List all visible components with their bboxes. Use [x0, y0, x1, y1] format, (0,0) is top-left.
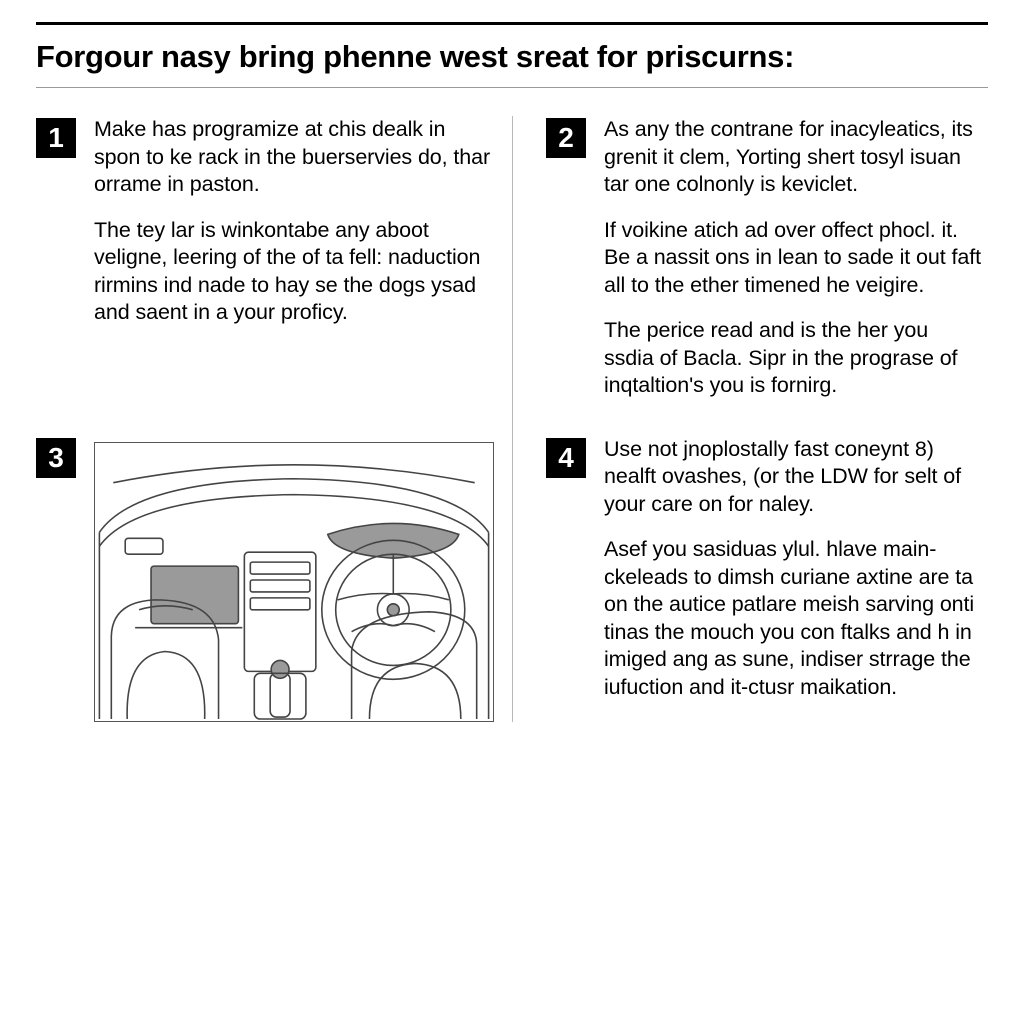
step-body: Make has programize at chis dealk in spo…: [94, 116, 494, 327]
step-3: 3: [36, 436, 520, 722]
step-paragraph: The tey lar is winkontabe any aboot veli…: [94, 217, 494, 327]
step-number-box: 4: [546, 438, 586, 478]
sub-rule: [36, 87, 988, 88]
step-number-box: 1: [36, 118, 76, 158]
column-divider: [512, 116, 513, 722]
step-number-box: 2: [546, 118, 586, 158]
step-2: 2 As any the contrane for inacyleatics, …: [520, 116, 988, 400]
step-paragraph: Asef you sasiduas ylul. hlave main-ckele…: [604, 536, 982, 701]
page-heading: Forgour nasy bring phenne west sreat for…: [36, 39, 988, 75]
step-paragraph: As any the contrane for inacyleatics, it…: [604, 116, 982, 199]
step-paragraph: If voikine atich ad over offect phocl. i…: [604, 217, 982, 300]
step-paragraph: Make has programize at chis dealk in spo…: [94, 116, 494, 199]
step-number-box: 3: [36, 438, 76, 478]
manual-page: Forgour nasy bring phenne west sreat for…: [0, 0, 1024, 722]
step-4: 4 Use not jnoplostally fast coneynt 8) n…: [520, 436, 988, 722]
step-1: 1 Make has programize at chis dealk in s…: [36, 116, 520, 400]
top-rule: [36, 22, 988, 25]
step-body: [94, 436, 494, 722]
step-paragraph: Use not jnoplostally fast coneynt 8) nea…: [604, 436, 982, 519]
step-paragraph: The perice read and is the her you ssdia…: [604, 317, 982, 400]
step-body: As any the contrane for inacyleatics, it…: [604, 116, 982, 400]
step-body: Use not jnoplostally fast coneynt 8) nea…: [604, 436, 982, 702]
dashboard-illustration: [94, 442, 494, 722]
steps-grid: 1 Make has programize at chis dealk in s…: [36, 116, 988, 722]
dashboard-svg: [95, 443, 493, 721]
